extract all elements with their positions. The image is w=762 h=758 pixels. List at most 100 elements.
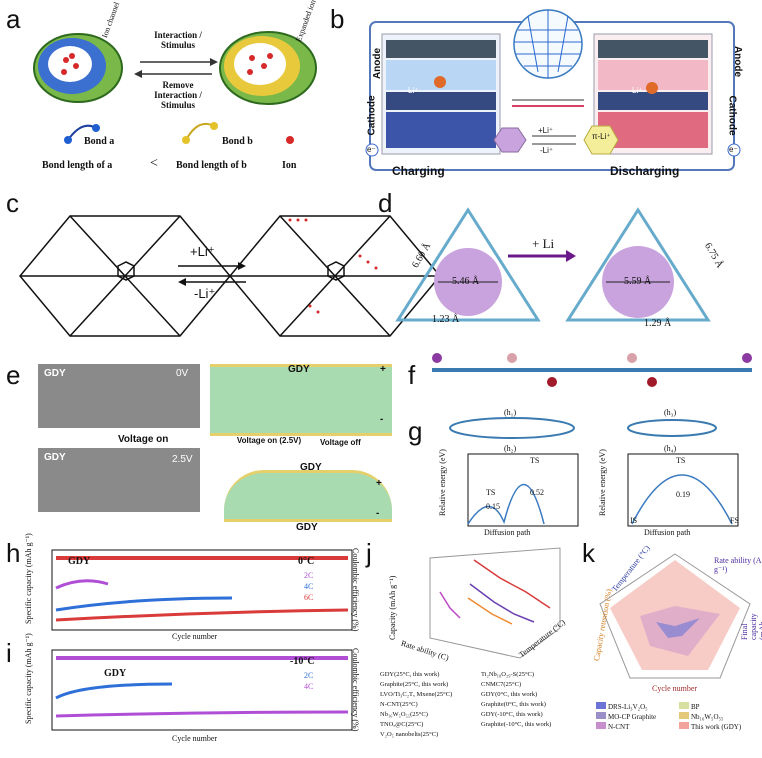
i-y2label: Coulombic efficiency (%)	[351, 648, 360, 732]
panel-label-k: k	[582, 538, 595, 568]
voltage-25: 2.5V	[172, 454, 193, 465]
panel-label-j: j	[366, 538, 372, 568]
k-legend-item: Nb₁₆W₅O₅₅	[679, 712, 758, 722]
barrier-019: 0.19	[676, 490, 690, 499]
j-legend-item: Graphite(0°C, this work)	[481, 701, 546, 708]
k-legend-item: This work (GDY)	[679, 722, 758, 732]
h-xlabel: Cycle number	[172, 632, 218, 641]
h4-ylabel: Relative energy (eV)	[598, 449, 607, 516]
gdy-scheme-bent-bottom: GDY	[296, 522, 318, 533]
electron-icon	[365, 143, 379, 157]
bond-b-icon	[185, 122, 215, 141]
plus-li-c: +Li⁺	[190, 244, 215, 259]
i-gdy: GDY	[104, 668, 127, 679]
k-legend-item: BP	[679, 702, 758, 712]
reverse-label: Remove Interaction / Stimulus	[154, 80, 202, 110]
voltage-off-label: Voltage off	[320, 438, 361, 447]
gdy-scheme-flat	[210, 364, 392, 436]
electron-icon	[727, 143, 741, 157]
h-legend: 2C 4C 6C	[304, 570, 313, 603]
j-legend-item: Graphite(-10°C, this work)	[481, 721, 552, 728]
voltage-on-arrow: Voltage on	[118, 434, 169, 445]
h-ylabel: Specific capacity (mAh g⁻¹)	[24, 533, 33, 624]
j-legend-item: Graphite(25°C, this work)	[380, 681, 449, 688]
j-legend-item: LVO/Ti₃C₂Tₓ Mxene(25°C)	[380, 691, 453, 698]
panel-label-e: e	[6, 360, 21, 390]
h4-curve	[631, 474, 733, 525]
j-series	[473, 559, 551, 609]
panel-label-h: h	[6, 538, 21, 568]
k-axis-capacity: Final capacity (mAh g⁻¹)	[740, 613, 762, 640]
panel-k-radar	[599, 553, 751, 679]
triangle-left	[395, 207, 541, 322]
i-legend-2c: 2C	[304, 671, 314, 680]
k-area-drs	[656, 618, 700, 638]
electron-right: e⁻	[729, 145, 738, 154]
bond-length-a: Bond length of a	[42, 160, 113, 171]
k-legend-item: MO-CP Graphite	[596, 712, 675, 722]
plus-terminal-2: +	[376, 478, 382, 489]
j-zlabel: Capacity (mAh g⁻¹)	[388, 575, 397, 640]
j-series	[439, 591, 461, 619]
panel-g-graphic	[449, 417, 739, 527]
expanded-channel-pore	[234, 43, 286, 85]
j-legend-item: N-CNT(25°C)	[380, 701, 418, 708]
h-legend-2c: 2C	[304, 571, 314, 580]
gdy-photo-top: GDY	[44, 368, 66, 379]
j-legend-item: GDY(-10°C, this work)	[481, 711, 543, 718]
k-axis-rate: Rate ability (A g⁻¹)	[714, 556, 762, 574]
gdy-photo-bottom: GDY	[44, 452, 66, 463]
h3-label: (h₃)	[664, 408, 677, 417]
less-than-sign: <	[150, 156, 158, 171]
h-legend-4c: 4C	[304, 582, 314, 591]
h2-plot	[467, 453, 579, 527]
photo-device-on	[38, 448, 200, 512]
i-temp: -10°C	[290, 656, 315, 667]
i-plot-frame	[51, 649, 353, 731]
voltage-0: 0V	[176, 368, 189, 379]
minus-terminal-2: -	[376, 508, 380, 519]
panel-c-graphic	[19, 215, 441, 337]
minus-li-c: -Li⁺	[194, 286, 216, 301]
voltage-on-label: Voltage on (2.5V)	[236, 436, 302, 445]
ion-channel-pore	[48, 46, 92, 82]
j-plot-box	[429, 547, 561, 659]
panel-i-plot	[51, 649, 353, 731]
gdy-scheme-bent	[224, 470, 392, 522]
gdy-lattice-right	[229, 215, 441, 337]
minus-li-label: -Li⁺	[540, 146, 554, 155]
h2-label: (h₂)	[504, 444, 517, 453]
pi-li-label: π-Li⁺	[592, 132, 611, 141]
h-temp: 0°C	[298, 556, 315, 567]
hex-discharging-icon	[583, 125, 619, 155]
panel-b-graphic	[365, 9, 741, 171]
left-pore-value: 5.46 Å	[452, 276, 480, 287]
plus-terminal: +	[380, 364, 386, 375]
cathode-left: Cathode	[366, 95, 378, 136]
ion-label: Ion	[282, 160, 297, 171]
j-legend-item: GDY(0°C, this work)	[481, 691, 538, 698]
left-bond-value: 1.23 Å	[432, 314, 460, 325]
triangle-right	[565, 207, 711, 322]
li-ion-left: Li⁺	[408, 86, 419, 95]
panel-label-i: i	[6, 638, 12, 668]
h-6c-curve	[55, 608, 349, 622]
minus-terminal: -	[380, 414, 384, 425]
j-legend-item: TNOₓ@C(25°C)	[380, 721, 424, 728]
h4-plot	[627, 453, 739, 527]
right-pore-value: 5.59 Å	[624, 276, 652, 287]
fs-label: FS	[730, 516, 739, 525]
k-legend-item: N-CNT	[596, 722, 675, 732]
hex-charging-icon	[493, 127, 527, 153]
gdy-lattice-left	[19, 215, 231, 337]
h1-label: (h₁)	[504, 408, 517, 417]
ts-1: TS	[486, 488, 496, 497]
plus-li-label: +Li⁺	[538, 126, 554, 135]
j-legend: GDY(25°C, this work) Ti₂Nb₁₀O₂₉-S(25°C) …	[380, 670, 580, 740]
j-legend-item: V₂O₅ nanobelts(25°C)	[380, 731, 439, 738]
i-xlabel: Cycle number	[172, 734, 218, 743]
panel-j-plot	[429, 547, 561, 659]
barrier-015: 0.15	[486, 502, 500, 511]
j-series	[467, 597, 513, 625]
i-legend: 2C 4C	[304, 670, 313, 692]
